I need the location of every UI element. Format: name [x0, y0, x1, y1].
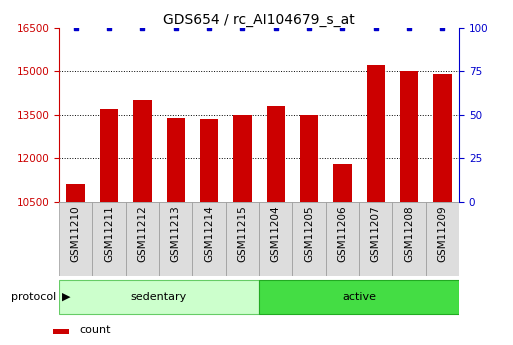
- Point: [138, 25, 146, 30]
- Bar: [53, 329, 69, 334]
- Bar: [67, 185, 85, 202]
- FancyBboxPatch shape: [59, 279, 259, 314]
- Bar: [300, 115, 318, 202]
- Text: GSM11204: GSM11204: [271, 206, 281, 262]
- Point: [205, 25, 213, 30]
- Title: GDS654 / rc_AI104679_s_at: GDS654 / rc_AI104679_s_at: [163, 12, 355, 27]
- Text: GSM11214: GSM11214: [204, 206, 214, 262]
- Point: [338, 25, 346, 30]
- Point: [71, 25, 80, 30]
- Bar: [333, 164, 351, 202]
- Bar: [267, 106, 285, 202]
- FancyBboxPatch shape: [259, 202, 292, 276]
- Text: GSM11212: GSM11212: [137, 206, 147, 262]
- FancyBboxPatch shape: [426, 202, 459, 276]
- FancyBboxPatch shape: [92, 202, 126, 276]
- Bar: [233, 115, 251, 202]
- Text: GSM11209: GSM11209: [438, 206, 447, 262]
- Point: [371, 25, 380, 30]
- Text: GSM11211: GSM11211: [104, 206, 114, 262]
- Text: GSM11205: GSM11205: [304, 206, 314, 262]
- Point: [171, 25, 180, 30]
- FancyBboxPatch shape: [326, 202, 359, 276]
- Text: GSM11206: GSM11206: [338, 206, 347, 262]
- Text: GSM11208: GSM11208: [404, 206, 414, 262]
- Text: sedentary: sedentary: [131, 292, 187, 302]
- Text: GSM11207: GSM11207: [371, 206, 381, 262]
- Bar: [433, 74, 451, 202]
- Text: GSM11210: GSM11210: [71, 206, 81, 262]
- FancyBboxPatch shape: [126, 202, 159, 276]
- Bar: [100, 109, 118, 202]
- Text: active: active: [342, 292, 376, 302]
- Text: GSM11213: GSM11213: [171, 206, 181, 262]
- FancyBboxPatch shape: [159, 202, 192, 276]
- FancyBboxPatch shape: [226, 202, 259, 276]
- FancyBboxPatch shape: [59, 202, 92, 276]
- FancyBboxPatch shape: [359, 202, 392, 276]
- Text: ▶: ▶: [62, 292, 70, 302]
- Bar: [167, 118, 185, 202]
- Text: count: count: [80, 325, 111, 335]
- Point: [305, 25, 313, 30]
- Bar: [133, 100, 151, 202]
- Point: [238, 25, 246, 30]
- FancyBboxPatch shape: [259, 279, 459, 314]
- Bar: [200, 119, 218, 202]
- Point: [271, 25, 280, 30]
- Text: protocol: protocol: [11, 292, 56, 302]
- FancyBboxPatch shape: [392, 202, 426, 276]
- FancyBboxPatch shape: [292, 202, 326, 276]
- Point: [438, 25, 446, 30]
- Bar: [400, 71, 418, 202]
- Point: [405, 25, 413, 30]
- FancyBboxPatch shape: [192, 202, 226, 276]
- Bar: [367, 65, 385, 202]
- Text: GSM11215: GSM11215: [238, 206, 247, 262]
- Point: [105, 25, 113, 30]
